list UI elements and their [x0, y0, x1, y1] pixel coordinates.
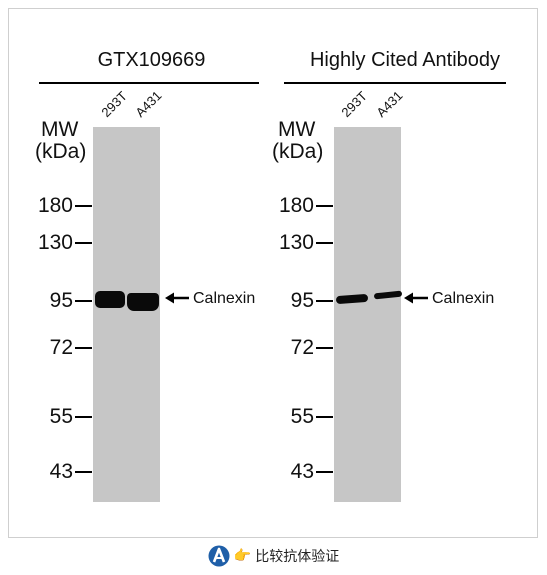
left-tick-130 — [75, 242, 92, 244]
left-tick-72 — [75, 347, 92, 349]
right-lane-label-a431: A431 — [373, 87, 406, 120]
left-tick-55 — [75, 416, 92, 418]
left-tick-95 — [75, 300, 92, 302]
right-arrow-icon — [404, 292, 428, 304]
left-band-293t — [95, 291, 125, 308]
right-target-label: Calnexin — [432, 290, 495, 307]
left-lane-label-a431: A431 — [132, 87, 165, 120]
left-tick-43 — [75, 471, 92, 473]
right-tick-180 — [316, 205, 333, 207]
left-title-rule — [39, 82, 259, 84]
right-blot-panel: Highly Cited Antibody 293T A431 MW (kDa)… — [264, 9, 539, 539]
a-logo-icon — [208, 545, 230, 567]
right-tick-43 — [316, 471, 333, 473]
left-mw-heading: MW (kDa) — [35, 119, 86, 163]
right-mw-label: MW — [278, 118, 316, 141]
right-marker-95: 95 — [290, 289, 314, 312]
left-lane-label-293t: 293T — [98, 88, 130, 120]
left-target-label: Calnexin — [193, 290, 256, 307]
right-gel-lane — [334, 127, 401, 502]
left-gel-lane — [93, 127, 160, 502]
left-panel-title: GTX109669 — [97, 49, 206, 71]
right-marker-72: 72 — [290, 336, 314, 359]
right-marker-180: 180 — [278, 194, 314, 217]
footer-label: 比较抗体验证 — [255, 549, 340, 565]
right-marker-55: 55 — [290, 405, 314, 428]
compare-antibody-validation-button[interactable]: 👉 比较抗体验证 — [208, 544, 339, 568]
right-marker-43: 43 — [290, 460, 314, 483]
right-tick-72 — [316, 347, 333, 349]
left-marker-55: 55 — [49, 405, 73, 428]
left-kda-label: (kDa) — [35, 140, 87, 163]
left-blot-panel: GTX109669 293T A431 MW (kDa) 180 130 95 … — [9, 9, 274, 539]
right-lane-label-293t: 293T — [338, 88, 370, 120]
left-arrow-icon — [165, 292, 189, 304]
right-tick-55 — [316, 416, 333, 418]
left-marker-72: 72 — [49, 336, 73, 359]
left-tick-180 — [75, 205, 92, 207]
left-marker-95: 95 — [49, 289, 73, 312]
left-band-a431 — [127, 293, 159, 311]
left-mw-label: MW — [41, 118, 79, 141]
right-marker-130: 130 — [278, 231, 314, 254]
left-marker-43: 43 — [49, 460, 73, 483]
right-kda-label: (kDa) — [272, 140, 324, 163]
right-tick-130 — [316, 242, 333, 244]
right-tick-95 — [316, 300, 333, 302]
footer: 👉 比较抗体验证 — [0, 540, 547, 572]
figure-frame: GTX109669 293T A431 MW (kDa) 180 130 95 … — [8, 8, 538, 538]
pointing-hand-icon: 👉 — [233, 548, 252, 564]
right-mw-heading: MW (kDa) — [272, 119, 323, 163]
left-marker-130: 130 — [37, 231, 73, 254]
right-panel-title: Highly Cited Antibody — [309, 49, 501, 71]
left-marker-180: 180 — [37, 194, 73, 217]
right-title-rule — [284, 82, 506, 84]
